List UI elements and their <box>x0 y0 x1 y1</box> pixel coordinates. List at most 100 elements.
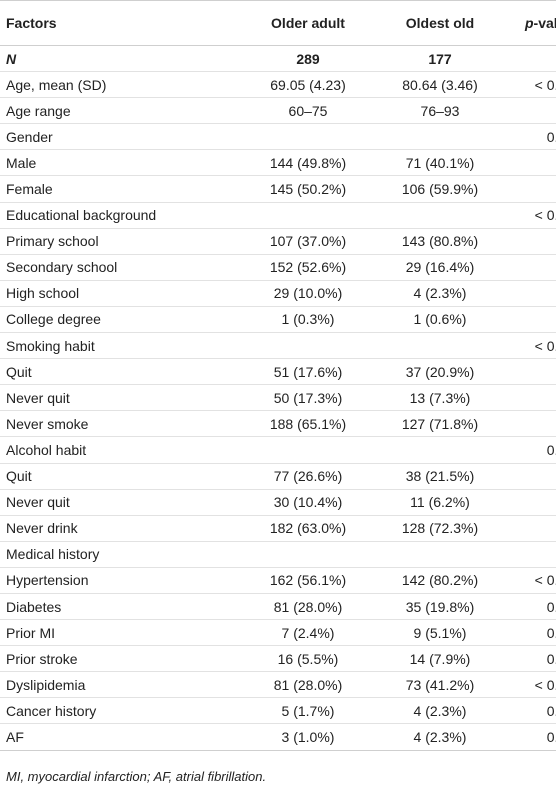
table-cell: Educational background <box>6 207 157 224</box>
table-cell <box>374 437 506 463</box>
table-cell <box>506 489 556 515</box>
table-cell: 81 (28.0%) <box>273 676 343 693</box>
table-row: Hypertension 162 (56.1%) 142 (80.2%) < 0.01 <box>0 567 556 594</box>
table-cell: 106 (59.9%) <box>401 181 479 198</box>
table-cell: AF <box>6 728 24 745</box>
table-cell: 38 (21.5%) <box>405 468 475 485</box>
header-italic: p <box>524 15 534 31</box>
table-cell: < 0.01 <box>534 572 556 589</box>
table-cell: Smoking habit <box>6 337 95 354</box>
table-row: Educational background < 0.01 <box>0 202 556 229</box>
table-row: Secondary school 152 (52.6%) 29 (16.4%) <box>0 254 556 281</box>
table-cell: Never quit <box>6 389 70 406</box>
table-row: Age range 60–75 76–93 <box>0 98 556 124</box>
table-cell: 29 (10.0%) <box>273 285 343 302</box>
table-row: Diabetes 81 (28.0%) 35 (19.8%) 0.05 <box>0 593 556 620</box>
table-cell: < 0.01 <box>534 337 556 354</box>
table-cell: 73 (41.2%) <box>405 676 475 693</box>
table-cell: N <box>6 50 17 67</box>
table-row: Male 144 (49.8%) 71 (40.1%) <box>0 150 556 176</box>
table-row: College degree 1 (0.3%) 1 (0.6%) <box>0 306 556 333</box>
table-cell: 76–93 <box>420 102 460 119</box>
table-cell <box>506 98 556 124</box>
table-cell <box>506 228 556 254</box>
table-cell: 51 (17.6%) <box>273 363 343 380</box>
data-table: Factors Older adult Oldest old p-value N 289… <box>0 0 556 751</box>
table-cell: Prior MI <box>6 624 55 641</box>
table-cell: 152 (52.6%) <box>269 259 347 276</box>
table-cell: Never quit <box>6 494 70 511</box>
table-cell: 50 (17.3%) <box>273 389 343 406</box>
table-cell <box>506 411 556 437</box>
table-row: Quit 77 (26.6%) 38 (21.5%) <box>0 463 556 490</box>
table-cell: 0.10 <box>546 441 556 458</box>
table-cell: 1 (0.3%) <box>281 311 335 328</box>
table-cell: < 0.01 <box>534 676 556 693</box>
table-cell: 81 (28.0%) <box>273 598 343 615</box>
table-row: Medical history <box>0 541 556 568</box>
table-row: Never quit 50 (17.3%) 13 (7.3%) <box>0 385 556 411</box>
header-text: -value <box>533 15 556 31</box>
table-cell: 142 (80.2%) <box>401 572 479 589</box>
table-cell: Quit <box>6 363 32 380</box>
table-cell: 144 (49.8%) <box>269 154 347 171</box>
table-header: Factors Older adult Oldest old p-value <box>0 0 556 46</box>
table-row: Age, mean (SD) 69.05 (4.23) 80.64 (3.46) < … <box>0 72 556 98</box>
table-row: Cancer history 5 (1.7%) 4 (2.3%) 0.74 <box>0 698 556 724</box>
table-cell: Hypertension <box>6 572 89 589</box>
table-row: Dyslipidemia 81 (28.0%) 73 (41.2%) < 0.01 <box>0 672 556 698</box>
table-cell: Prior stroke <box>6 650 78 667</box>
table-cell <box>242 124 374 150</box>
table-row: AF 3 (1.0%) 4 (2.3%) 0.43 <box>0 724 556 751</box>
table-cell: 0.19 <box>546 624 556 641</box>
table-cell <box>506 359 556 385</box>
table-cell: 177 <box>428 50 452 67</box>
footnote: MI, myocardial infarction; AF, atrial fi… <box>6 768 267 784</box>
table-cell: 14 (7.9%) <box>409 650 471 667</box>
table-row: Alcohol habit 0.10 <box>0 437 556 463</box>
table-cell: Alcohol habit <box>6 441 87 458</box>
table-body: N 289 177 Age, mean (SD) 69.05 (4.23) 80.64 (… <box>0 46 556 751</box>
table-row: Smoking habit < 0.01 <box>0 333 556 359</box>
table-cell: 71 (40.1%) <box>405 154 475 171</box>
table-cell: Never drink <box>6 520 78 537</box>
table-cell: 1 (0.6%) <box>413 311 467 328</box>
table-cell: 37 (20.9%) <box>405 363 475 380</box>
table-cell: 143 (80.8%) <box>401 233 479 250</box>
table-row: Quit 51 (17.6%) 37 (20.9%) <box>0 359 556 385</box>
table-cell: 80.64 (3.46) <box>402 76 478 93</box>
table-cell <box>506 463 556 489</box>
table-row: N 289 177 <box>0 46 556 72</box>
table-row: Never quit 30 (10.4%) 11 (6.2%) <box>0 489 556 516</box>
table-cell: < 0.01 <box>534 207 556 224</box>
column-header: Older adult <box>271 15 345 31</box>
table-cell: Cancer history <box>6 702 97 719</box>
table-row: Female 145 (50.2%) 106 (59.9%) <box>0 176 556 203</box>
table-cell: 4 (2.3%) <box>413 702 467 719</box>
table-cell <box>506 254 556 280</box>
table-cell <box>242 541 374 567</box>
table-cell: 35 (19.8%) <box>405 598 475 615</box>
table-cell: 3 (1.0%) <box>281 728 335 745</box>
table-cell: 7 (2.4%) <box>281 624 335 641</box>
table-cell: Dyslipidemia <box>6 676 86 693</box>
table-cell <box>374 124 506 150</box>
table-cell: 127 (71.8%) <box>401 415 479 432</box>
table-cell: 60–75 <box>288 102 328 119</box>
table-row: Prior MI 7 (2.4%) 9 (5.1%) 0.19 <box>0 620 556 646</box>
table-cell <box>374 541 506 567</box>
table-cell: College degree <box>6 311 101 328</box>
table-cell <box>506 515 556 541</box>
table-cell: 0.04 <box>546 128 556 145</box>
table-cell <box>242 437 374 463</box>
table-cell: 182 (63.0%) <box>269 520 347 537</box>
table-row: Gender 0.04 <box>0 124 556 150</box>
table-row: Prior stroke 16 (5.5%) 14 (7.9%) 0.33 <box>0 646 556 672</box>
table-cell: 162 (56.1%) <box>269 572 347 589</box>
table-cell <box>506 280 556 306</box>
table-cell: Primary school <box>6 233 99 250</box>
table-cell <box>506 176 556 202</box>
table-cell: Male <box>6 154 37 171</box>
table-cell: 289 <box>296 50 320 67</box>
table-cell <box>374 202 506 228</box>
